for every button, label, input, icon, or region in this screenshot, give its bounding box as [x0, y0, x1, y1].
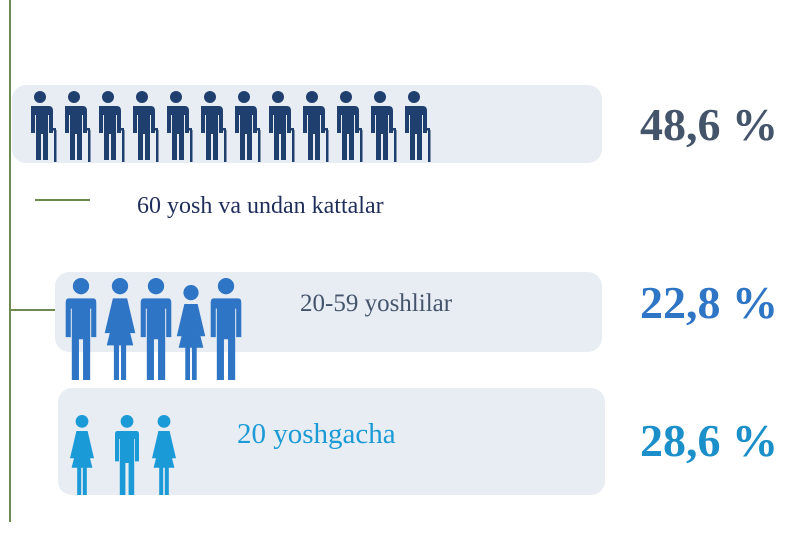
percent: 28,6 % [640, 415, 778, 466]
panel [58, 388, 605, 495]
percent: 48,6 % [640, 99, 778, 150]
group-label: 60 yosh va undan kattalar [137, 193, 384, 219]
group-label: 20 yoshgacha [237, 418, 396, 450]
group-label: 20-59 yoshlilar [300, 290, 453, 317]
percent: 22,8 % [640, 277, 778, 328]
